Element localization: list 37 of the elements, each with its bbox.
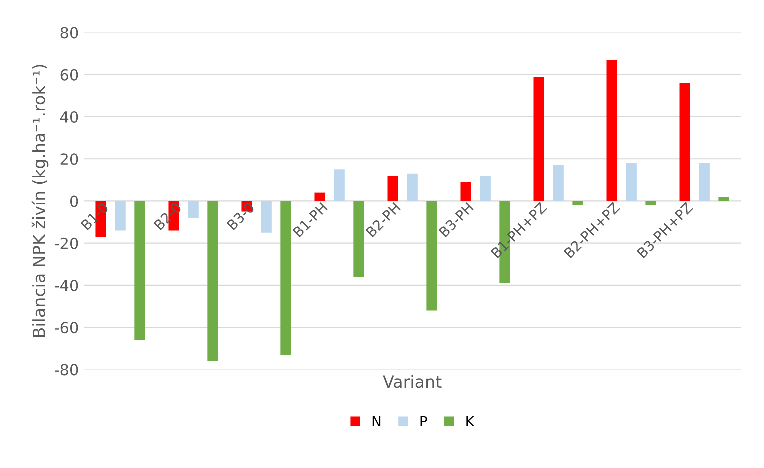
bar [534, 76, 544, 202]
bar [460, 182, 472, 202]
bar [407, 174, 418, 202]
y-axis-title: Bilancia NPK živín (kg.ha⁻¹.rok⁻¹) [32, 65, 49, 338]
bar [699, 163, 710, 202]
y-tick-label: 20 [60, 154, 78, 166]
y-tick-label: 80 [60, 27, 78, 39]
y-tick-label: 60 [60, 69, 78, 81]
y-tick-label: -60 [54, 322, 78, 334]
legend-label: K [466, 416, 475, 426]
bar [388, 176, 398, 202]
y-tick-label: 0 [70, 196, 78, 208]
bar [480, 176, 491, 202]
bar [646, 201, 656, 206]
y-tick-label: -20 [54, 238, 78, 250]
x-axis-title: Variant [383, 375, 442, 388]
bar [115, 201, 126, 231]
bar [261, 201, 272, 233]
bar [718, 197, 730, 202]
bar [334, 170, 345, 202]
y-tick-label: 40 [60, 111, 78, 124]
bar [572, 201, 584, 206]
bar [314, 192, 326, 202]
bar [606, 60, 618, 202]
bar [280, 201, 292, 355]
bar [134, 201, 146, 340]
bar [188, 201, 199, 218]
bar [680, 83, 690, 202]
legend-label: N [372, 416, 381, 426]
y-tick-label: -40 [54, 280, 78, 292]
legend-label: P [420, 416, 428, 426]
bar [626, 163, 637, 202]
bar [208, 201, 218, 362]
bar [553, 165, 564, 202]
y-tick-label: -80 [54, 364, 78, 376]
bar [426, 201, 438, 311]
bar [354, 201, 364, 278]
